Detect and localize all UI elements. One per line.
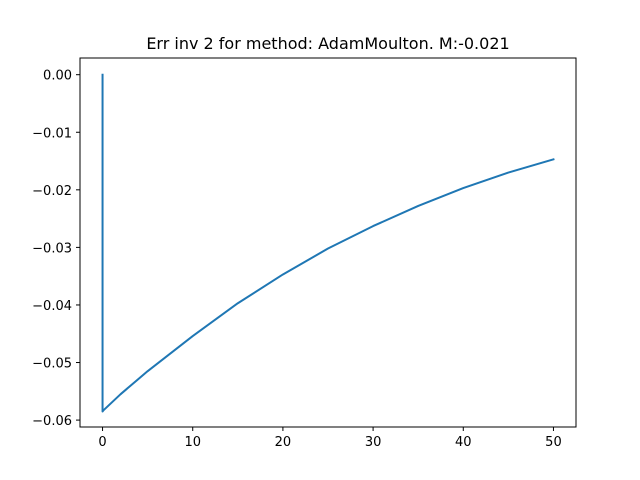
y-tick-label: −0.02	[32, 184, 72, 199]
y-tick-label: −0.05	[32, 357, 72, 372]
x-tick-label: 40	[455, 435, 472, 450]
y-tick-label: −0.04	[32, 299, 72, 314]
axes: 0 10 20 30 40 50 0.00 −0.01 −0.02 −0.03 −0.04 −0.05…	[32, 57, 577, 450]
axes-frame	[79, 57, 577, 428]
y-tick-label: −0.06	[32, 414, 72, 429]
chart-title: Err inv 2 for method: AdamMoulton. M:-0.…	[146, 34, 509, 53]
x-tick-label: 10	[184, 435, 201, 450]
y-tick-label: −0.03	[32, 241, 72, 256]
x-tick-label: 20	[275, 435, 292, 450]
x-tick-label: 50	[545, 435, 562, 450]
x-tick-label: 30	[365, 435, 382, 450]
x-tick-label: 0	[98, 435, 106, 450]
series-line-0	[101, 73, 555, 413]
y-tick-label: −0.01	[32, 126, 72, 141]
plot-area	[101, 73, 555, 413]
y-tick-label: 0.00	[43, 69, 72, 84]
